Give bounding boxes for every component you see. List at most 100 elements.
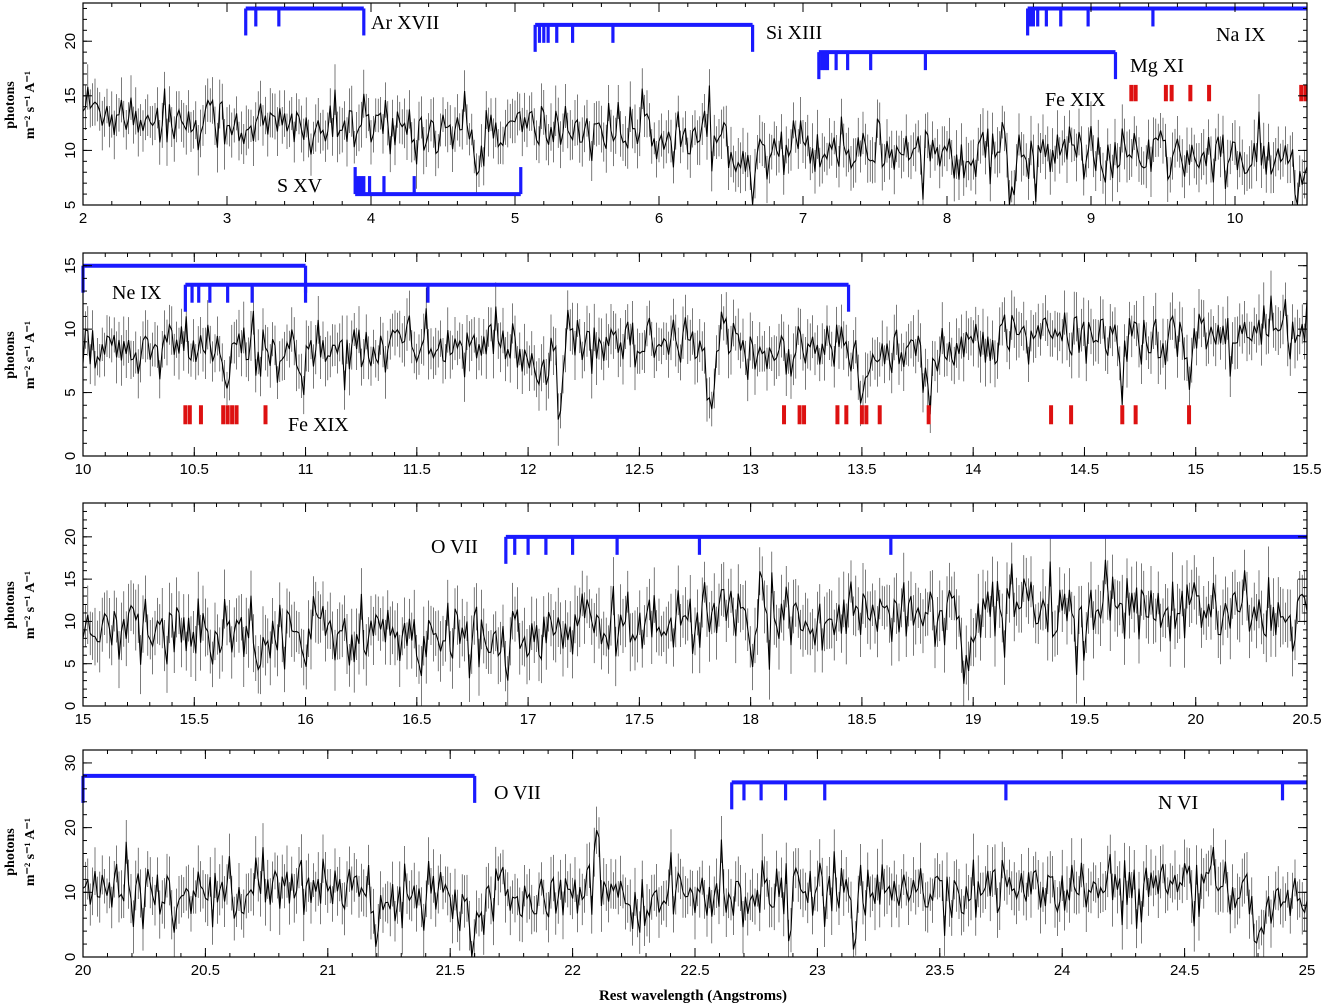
x-tick-label: 19 (965, 711, 982, 728)
y-axis-label-line1: photons (3, 331, 18, 379)
ion-label-ar-xvii: Ar XVII (371, 12, 439, 34)
line-markers (81, 263, 1192, 425)
y-tick-label: 5 (62, 388, 79, 396)
ion-label-fe-xix: Fe XIX (288, 414, 349, 436)
ion-label-o-vii: O VII (494, 782, 541, 804)
ion-label-ne-ix: Ne IX (112, 282, 162, 304)
y-tick-label: 0 (62, 702, 79, 710)
axis-ticks: 15 15.5 16 16.5 17 17.5 18 18.5 19 19.5 20 20.5 0 5 10… (62, 502, 1322, 728)
y-tick-label: 5 (62, 660, 79, 668)
y-axis-label-line2: m⁻² s⁻¹ A⁻¹ (23, 571, 38, 639)
panel-2: 10 10.5 11 11.5 12 12.5 13 13.5 14 14.5 15 15.5 0 5 10… (3, 252, 1322, 478)
x-tick-label: 24.5 (1170, 962, 1199, 979)
y-axis-label-line2: m⁻² s⁻¹ A⁻¹ (23, 321, 38, 389)
y-tick-label: 10 (62, 884, 79, 901)
y-axis-label-line1: photons (3, 581, 18, 629)
x-tick-label: 22.5 (680, 962, 709, 979)
plot-frame (82, 2, 1308, 206)
x-tick-label: 12 (520, 461, 537, 478)
x-tick-label: 20.5 (1292, 711, 1321, 728)
x-tick-label: 14.5 (1070, 461, 1099, 478)
x-tick-label: 16.5 (402, 711, 431, 728)
ion-label-fe-xix: Fe XIX (1045, 89, 1106, 111)
x-tick-label: 23.5 (925, 962, 954, 979)
x-tick-label: 15.5 (180, 711, 209, 728)
axis-ticks: 2 3 4 5 6 7 8 9 10 5 10 15 20 (62, 3, 1307, 227)
x-tick-label: 15 (1187, 461, 1204, 478)
x-tick-label: 11 (298, 461, 314, 478)
x-tick-label: 10 (75, 461, 92, 478)
x-tick-label: 15 (75, 711, 92, 728)
y-tick-label: 20 (62, 819, 79, 836)
x-tick-label: 21 (319, 962, 336, 979)
x-tick-label: 25 (1299, 962, 1316, 979)
y-tick-label: 20 (62, 33, 79, 50)
ion-label-s-xv: S XV (277, 175, 323, 197)
x-tick-label: 15.5 (1292, 461, 1321, 478)
x-tick-label: 17.5 (625, 711, 654, 728)
x-tick-label: 5 (511, 210, 519, 227)
x-tick-label: 19.5 (1070, 711, 1099, 728)
y-axis-label-line2: m⁻² s⁻¹ A⁻¹ (23, 71, 38, 139)
spectrum-line (82, 85, 1308, 206)
x-tick-label: 10.5 (180, 461, 209, 478)
x-tick-label: 10 (1227, 210, 1244, 227)
ion-label-na-ix: Na IX (1216, 24, 1266, 46)
x-tick-label: 23 (809, 962, 826, 979)
x-tick-label: 20 (75, 962, 92, 979)
axis-ticks: 20 20.5 21 21.5 22 22.5 23 23.5 24 24.5 25 0 10 20 30 (62, 749, 1316, 979)
y-tick-label: 10 (62, 142, 79, 159)
ion-label-n-vi: N VI (1158, 792, 1198, 814)
x-tick-label: 24 (1054, 962, 1071, 979)
y-axis-label-line1: photons (3, 81, 18, 129)
y-tick-label: 5 (62, 201, 79, 209)
x-tick-label: 20 (1187, 711, 1204, 728)
spectrum-line (82, 559, 1308, 684)
spectrum-line (82, 830, 1308, 958)
x-tick-label: 17 (520, 711, 537, 728)
spectrum-trace (82, 64, 1308, 206)
x-tick-label: 18.5 (847, 711, 876, 728)
x-tick-label: 9 (1087, 210, 1095, 227)
x-tick-label: 3 (223, 210, 231, 227)
y-tick-label: 10 (62, 321, 79, 338)
plot-frame (82, 502, 1308, 707)
panel-3: 15 15.5 16 16.5 17 17.5 18 18.5 19 19.5 20 20.5 0 5 10… (3, 502, 1322, 728)
panel-4: 20 20.5 21 21.5 22 22.5 23 23.5 24 24.5 250102030 … (3, 749, 1316, 1004)
x-tick-label: 11.5 (403, 461, 431, 478)
x-tick-label: 7 (799, 210, 807, 227)
x-tick-label: 14 (965, 461, 982, 478)
x-tick-label: 4 (367, 210, 375, 227)
y-tick-label: 0 (62, 452, 79, 460)
x-tick-label: 8 (943, 210, 951, 227)
x-tick-label: 21.5 (436, 962, 465, 979)
x-tick-label: 16 (297, 711, 314, 728)
x-tick-label: 20.5 (191, 962, 220, 979)
x-tick-label: 2 (79, 210, 87, 227)
line-markers (504, 534, 1307, 564)
y-tick-label: 15 (62, 571, 79, 588)
y-tick-label: 0 (62, 953, 79, 961)
ion-label-mg-xi: Mg XI (1130, 55, 1184, 77)
y-tick-label: 30 (62, 755, 79, 772)
ion-label-si-xiii: Si XIII (766, 22, 822, 44)
x-tick-label: 12.5 (625, 461, 654, 478)
axis-ticks: 10 10.5 11 11.5 12 12.5 13 13.5 14 14.5 15 15.5 0 5 10… (62, 252, 1322, 478)
ion-label-o-vii: O VII (431, 536, 478, 558)
y-tick-label: 15 (62, 87, 79, 104)
spectrum-line (82, 295, 1308, 420)
line-markers (81, 773, 1307, 810)
spectrum-trace (82, 806, 1308, 958)
spectrum-trace (82, 270, 1308, 446)
x-tick-label: 22 (564, 962, 581, 979)
y-tick-label: 20 (62, 528, 79, 545)
spectrum-trace (82, 535, 1308, 706)
y-tick-label: 10 (62, 613, 79, 630)
line-markers (244, 6, 1308, 197)
x-tick-label: 13.5 (847, 461, 876, 478)
y-axis-label-line2: m⁻² s⁻¹ A⁻¹ (23, 818, 38, 886)
y-tick-label: 15 (62, 257, 79, 274)
y-axis-label-line1: photons (3, 828, 18, 876)
